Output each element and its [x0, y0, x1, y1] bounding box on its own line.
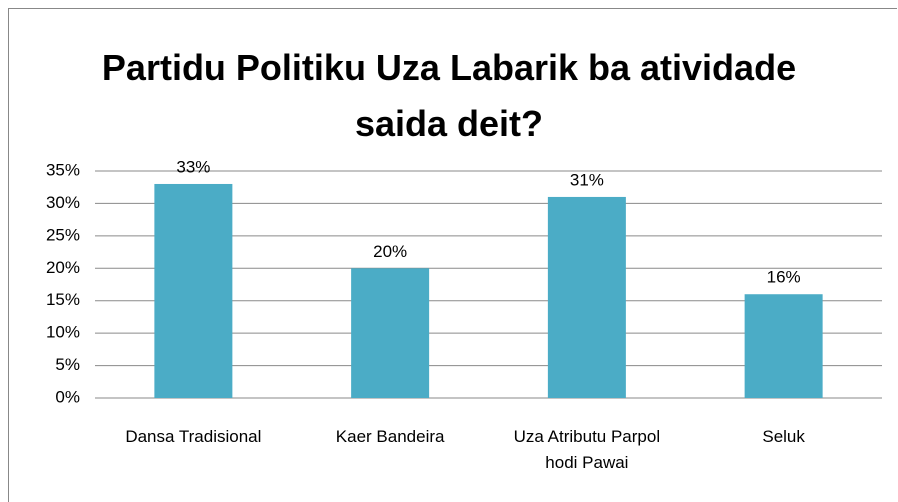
- y-tick-label: 0%: [55, 387, 80, 406]
- x-tick-label: Seluk: [762, 427, 805, 446]
- chart-frame: [8, 8, 897, 502]
- bar: [744, 294, 823, 398]
- value-label: 20%: [373, 242, 407, 261]
- y-tick-label: 30%: [46, 193, 80, 212]
- y-tick-label: 25%: [46, 225, 80, 244]
- y-tick-label: 15%: [46, 290, 80, 309]
- x-tick-label: Dansa Tradisional: [125, 427, 262, 446]
- bar: [547, 196, 626, 398]
- x-tick-label: Kaer Bandeira: [335, 427, 445, 446]
- chart-title: Partidu Politiku Uza Labarik ba atividad…: [101, 47, 797, 144]
- value-label: 31%: [570, 170, 604, 189]
- y-tick-label: 35%: [46, 160, 80, 179]
- value-label: 33%: [176, 157, 210, 176]
- y-tick-label: 5%: [55, 355, 80, 374]
- y-tick-label: 10%: [46, 323, 80, 342]
- bar: [351, 268, 430, 398]
- value-label: 16%: [767, 268, 801, 287]
- y-tick-label: 20%: [46, 258, 80, 277]
- bar: [154, 183, 233, 398]
- x-tick-label: Uza Atributu Parpol hodi Pawai: [513, 427, 661, 472]
